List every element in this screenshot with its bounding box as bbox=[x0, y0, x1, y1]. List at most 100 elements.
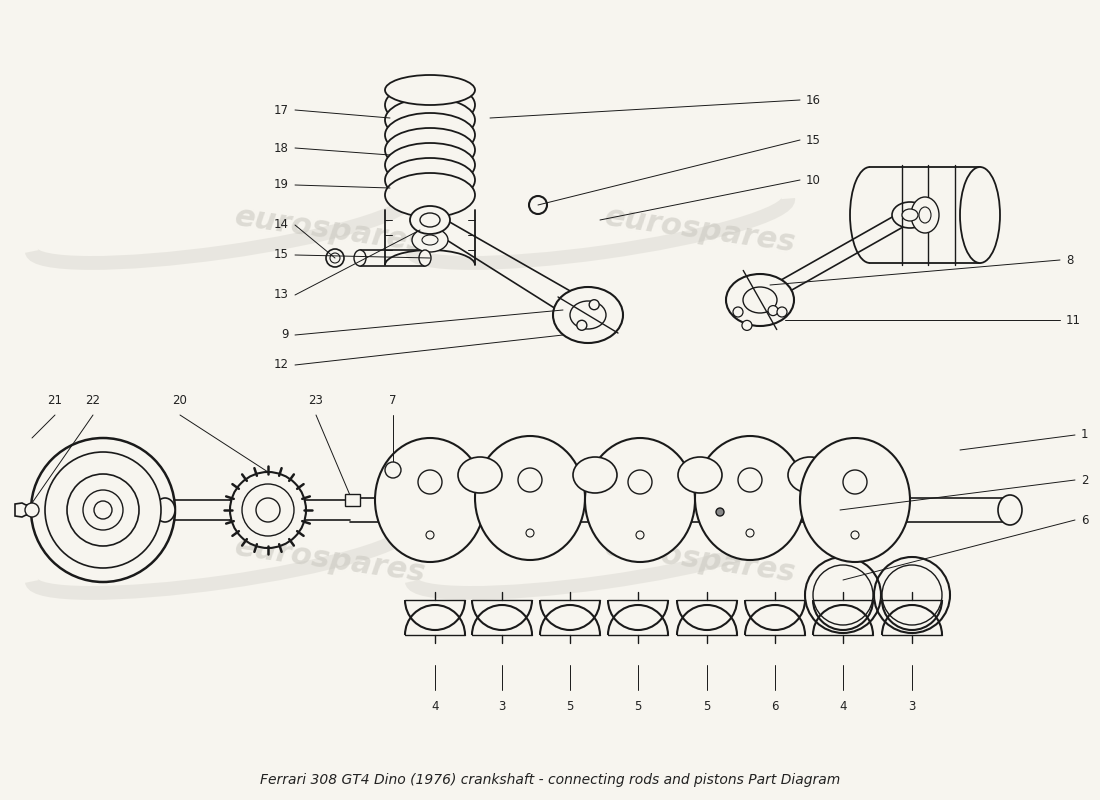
Circle shape bbox=[628, 470, 652, 494]
Text: 4: 4 bbox=[839, 700, 847, 713]
Ellipse shape bbox=[385, 113, 475, 157]
Circle shape bbox=[777, 307, 786, 317]
Circle shape bbox=[716, 508, 724, 516]
Ellipse shape bbox=[573, 457, 617, 493]
Text: 10: 10 bbox=[806, 174, 821, 186]
Circle shape bbox=[385, 462, 402, 478]
Text: 5: 5 bbox=[566, 700, 574, 713]
Ellipse shape bbox=[918, 207, 931, 223]
Text: 4: 4 bbox=[431, 700, 439, 713]
Circle shape bbox=[326, 249, 344, 267]
Text: 20: 20 bbox=[173, 394, 187, 407]
Ellipse shape bbox=[800, 438, 910, 562]
Ellipse shape bbox=[385, 75, 475, 105]
Ellipse shape bbox=[375, 438, 485, 562]
Circle shape bbox=[733, 307, 742, 317]
Text: 6: 6 bbox=[771, 700, 779, 713]
Ellipse shape bbox=[420, 213, 440, 227]
Circle shape bbox=[418, 470, 442, 494]
Ellipse shape bbox=[998, 495, 1022, 525]
Circle shape bbox=[768, 306, 778, 316]
Ellipse shape bbox=[902, 209, 918, 221]
Ellipse shape bbox=[475, 436, 585, 560]
Ellipse shape bbox=[385, 128, 475, 172]
Text: eurospares: eurospares bbox=[603, 202, 798, 258]
Ellipse shape bbox=[354, 250, 366, 266]
Text: eurospares: eurospares bbox=[232, 532, 428, 588]
Ellipse shape bbox=[553, 287, 623, 343]
Ellipse shape bbox=[678, 457, 722, 493]
Circle shape bbox=[746, 529, 754, 537]
Ellipse shape bbox=[385, 98, 475, 142]
Text: 1: 1 bbox=[1081, 429, 1089, 442]
Ellipse shape bbox=[742, 287, 777, 313]
Text: 6: 6 bbox=[1081, 514, 1089, 526]
Text: 7: 7 bbox=[389, 394, 397, 407]
Text: 5: 5 bbox=[635, 700, 641, 713]
Ellipse shape bbox=[892, 202, 928, 228]
Text: 13: 13 bbox=[274, 289, 289, 302]
Circle shape bbox=[576, 320, 586, 330]
Ellipse shape bbox=[726, 274, 794, 326]
Text: Ferrari 308 GT4 Dino (1976) crankshaft - connecting rods and pistons Part Diagra: Ferrari 308 GT4 Dino (1976) crankshaft -… bbox=[260, 773, 840, 787]
Circle shape bbox=[31, 438, 175, 582]
Text: 23: 23 bbox=[309, 394, 323, 407]
Text: 18: 18 bbox=[274, 142, 289, 154]
Circle shape bbox=[67, 474, 139, 546]
Circle shape bbox=[741, 320, 752, 330]
Circle shape bbox=[738, 468, 762, 492]
Ellipse shape bbox=[695, 436, 805, 560]
Text: 2: 2 bbox=[1081, 474, 1089, 486]
Circle shape bbox=[590, 300, 600, 310]
Text: 19: 19 bbox=[274, 178, 289, 191]
Text: 12: 12 bbox=[274, 358, 289, 371]
Ellipse shape bbox=[911, 197, 939, 233]
Circle shape bbox=[330, 253, 340, 263]
Circle shape bbox=[25, 503, 39, 517]
Ellipse shape bbox=[960, 167, 1000, 263]
Circle shape bbox=[45, 452, 161, 568]
Text: eurospares: eurospares bbox=[603, 532, 798, 588]
Text: 14: 14 bbox=[274, 218, 289, 231]
Circle shape bbox=[843, 470, 867, 494]
Text: 16: 16 bbox=[806, 94, 821, 106]
Circle shape bbox=[230, 472, 306, 548]
Text: 3: 3 bbox=[498, 700, 506, 713]
Polygon shape bbox=[15, 503, 28, 517]
Circle shape bbox=[526, 529, 534, 537]
Ellipse shape bbox=[410, 206, 450, 234]
Ellipse shape bbox=[385, 83, 475, 127]
Circle shape bbox=[851, 531, 859, 539]
Ellipse shape bbox=[422, 235, 438, 245]
Circle shape bbox=[242, 484, 294, 536]
Ellipse shape bbox=[385, 143, 475, 187]
Circle shape bbox=[94, 501, 112, 519]
Ellipse shape bbox=[570, 301, 606, 329]
Text: 9: 9 bbox=[282, 329, 289, 342]
Text: 8: 8 bbox=[1066, 254, 1074, 266]
Text: eurospares: eurospares bbox=[232, 202, 428, 258]
Ellipse shape bbox=[788, 457, 832, 493]
Ellipse shape bbox=[419, 250, 431, 266]
Text: 15: 15 bbox=[806, 134, 821, 146]
Circle shape bbox=[636, 531, 644, 539]
Ellipse shape bbox=[458, 457, 502, 493]
Ellipse shape bbox=[385, 173, 475, 217]
Circle shape bbox=[82, 490, 123, 530]
Text: 5: 5 bbox=[703, 700, 711, 713]
Ellipse shape bbox=[155, 498, 175, 522]
Ellipse shape bbox=[412, 228, 448, 252]
Circle shape bbox=[256, 498, 280, 522]
Ellipse shape bbox=[585, 438, 695, 562]
Text: 22: 22 bbox=[86, 394, 100, 407]
Text: 15: 15 bbox=[274, 249, 289, 262]
Text: 11: 11 bbox=[1066, 314, 1081, 326]
Ellipse shape bbox=[385, 158, 475, 202]
Text: 21: 21 bbox=[47, 394, 63, 407]
Circle shape bbox=[518, 468, 542, 492]
Text: 17: 17 bbox=[274, 103, 289, 117]
Polygon shape bbox=[345, 494, 360, 506]
Text: 3: 3 bbox=[909, 700, 915, 713]
Circle shape bbox=[529, 196, 547, 214]
Circle shape bbox=[426, 531, 434, 539]
